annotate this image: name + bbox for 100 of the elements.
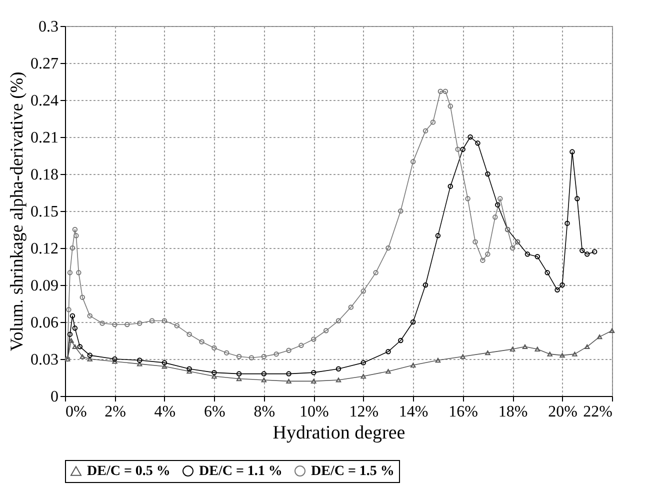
point xyxy=(570,149,575,154)
point xyxy=(261,371,267,376)
point xyxy=(70,313,76,318)
point xyxy=(609,328,615,333)
x-tick-label: 18% xyxy=(498,404,528,420)
y-axis-title: Volum. shrinkage alpha-derivative (%) xyxy=(6,72,26,352)
point xyxy=(398,208,404,214)
point xyxy=(236,354,242,360)
x-tick-label: 14% xyxy=(398,404,428,420)
point xyxy=(465,196,470,202)
point xyxy=(430,120,436,125)
legend-label: DE/C = 1.5 % xyxy=(311,464,394,479)
point xyxy=(410,362,416,368)
y-tick-label: 0.24 xyxy=(30,92,58,110)
point xyxy=(261,354,267,360)
point xyxy=(480,258,486,263)
point xyxy=(386,348,391,354)
point xyxy=(422,128,428,134)
point xyxy=(534,254,540,260)
point xyxy=(136,320,142,326)
legend-label: DE/C = 1.1 % xyxy=(199,464,282,479)
point xyxy=(560,352,565,358)
x-tick-label: 4% xyxy=(154,404,176,420)
point xyxy=(76,270,82,276)
point xyxy=(186,368,192,374)
point xyxy=(398,338,404,344)
point xyxy=(136,358,142,363)
point xyxy=(311,336,316,342)
point xyxy=(112,356,118,362)
y-tick-label: 0.15 xyxy=(30,204,58,220)
point xyxy=(460,146,466,152)
point xyxy=(455,146,460,152)
point xyxy=(438,88,444,94)
x-tick-label: 6% xyxy=(204,404,226,420)
point xyxy=(67,270,73,276)
point xyxy=(74,233,79,238)
point xyxy=(485,350,490,356)
point xyxy=(298,342,304,348)
point xyxy=(485,252,490,257)
point xyxy=(386,368,391,374)
point xyxy=(442,88,448,94)
point xyxy=(435,233,441,238)
point xyxy=(495,202,500,208)
y-tick-label: 0.12 xyxy=(30,240,58,258)
point xyxy=(77,344,83,350)
point xyxy=(323,328,329,334)
point xyxy=(544,270,550,276)
point xyxy=(100,320,105,326)
y-tick-label: 0.27 xyxy=(30,56,58,72)
point xyxy=(186,366,192,372)
point xyxy=(584,344,590,350)
point xyxy=(72,226,78,232)
point xyxy=(360,360,366,366)
point xyxy=(522,344,528,350)
point xyxy=(485,171,490,177)
point xyxy=(572,352,578,356)
x-tick-label: 2% xyxy=(104,404,126,420)
point xyxy=(286,378,292,384)
legend-label: DE/C = 0.5 % xyxy=(87,464,170,479)
point xyxy=(547,352,552,356)
point xyxy=(311,378,316,384)
x-tick-label: 16% xyxy=(448,404,478,420)
y-tick-label: 0 xyxy=(50,388,58,406)
point xyxy=(112,359,118,364)
point xyxy=(199,339,204,344)
point xyxy=(360,374,366,379)
point xyxy=(410,319,416,325)
point xyxy=(162,360,168,366)
point xyxy=(149,318,155,324)
point xyxy=(136,362,142,366)
point xyxy=(224,350,230,356)
x-tick-label: 8% xyxy=(254,404,276,420)
point xyxy=(162,318,168,324)
point xyxy=(448,104,454,109)
point xyxy=(410,159,416,164)
point xyxy=(373,270,378,276)
point xyxy=(534,346,540,352)
point xyxy=(212,370,217,376)
point xyxy=(560,282,565,288)
point xyxy=(68,338,74,343)
point xyxy=(475,140,480,146)
point xyxy=(435,358,441,363)
point xyxy=(286,348,292,353)
y-tick-label: 0.06 xyxy=(30,314,58,332)
point xyxy=(261,378,267,382)
point xyxy=(386,245,391,251)
x-tick-label: 0% xyxy=(66,404,87,420)
point xyxy=(236,371,242,376)
point xyxy=(286,371,292,376)
point xyxy=(584,252,590,257)
point xyxy=(87,356,92,362)
point xyxy=(497,196,503,202)
point xyxy=(236,376,242,382)
point xyxy=(174,323,180,328)
x-tick-label: 12% xyxy=(349,404,379,420)
point xyxy=(66,307,72,312)
point xyxy=(212,345,217,351)
point xyxy=(67,332,73,337)
point xyxy=(336,366,342,372)
point xyxy=(87,313,92,318)
